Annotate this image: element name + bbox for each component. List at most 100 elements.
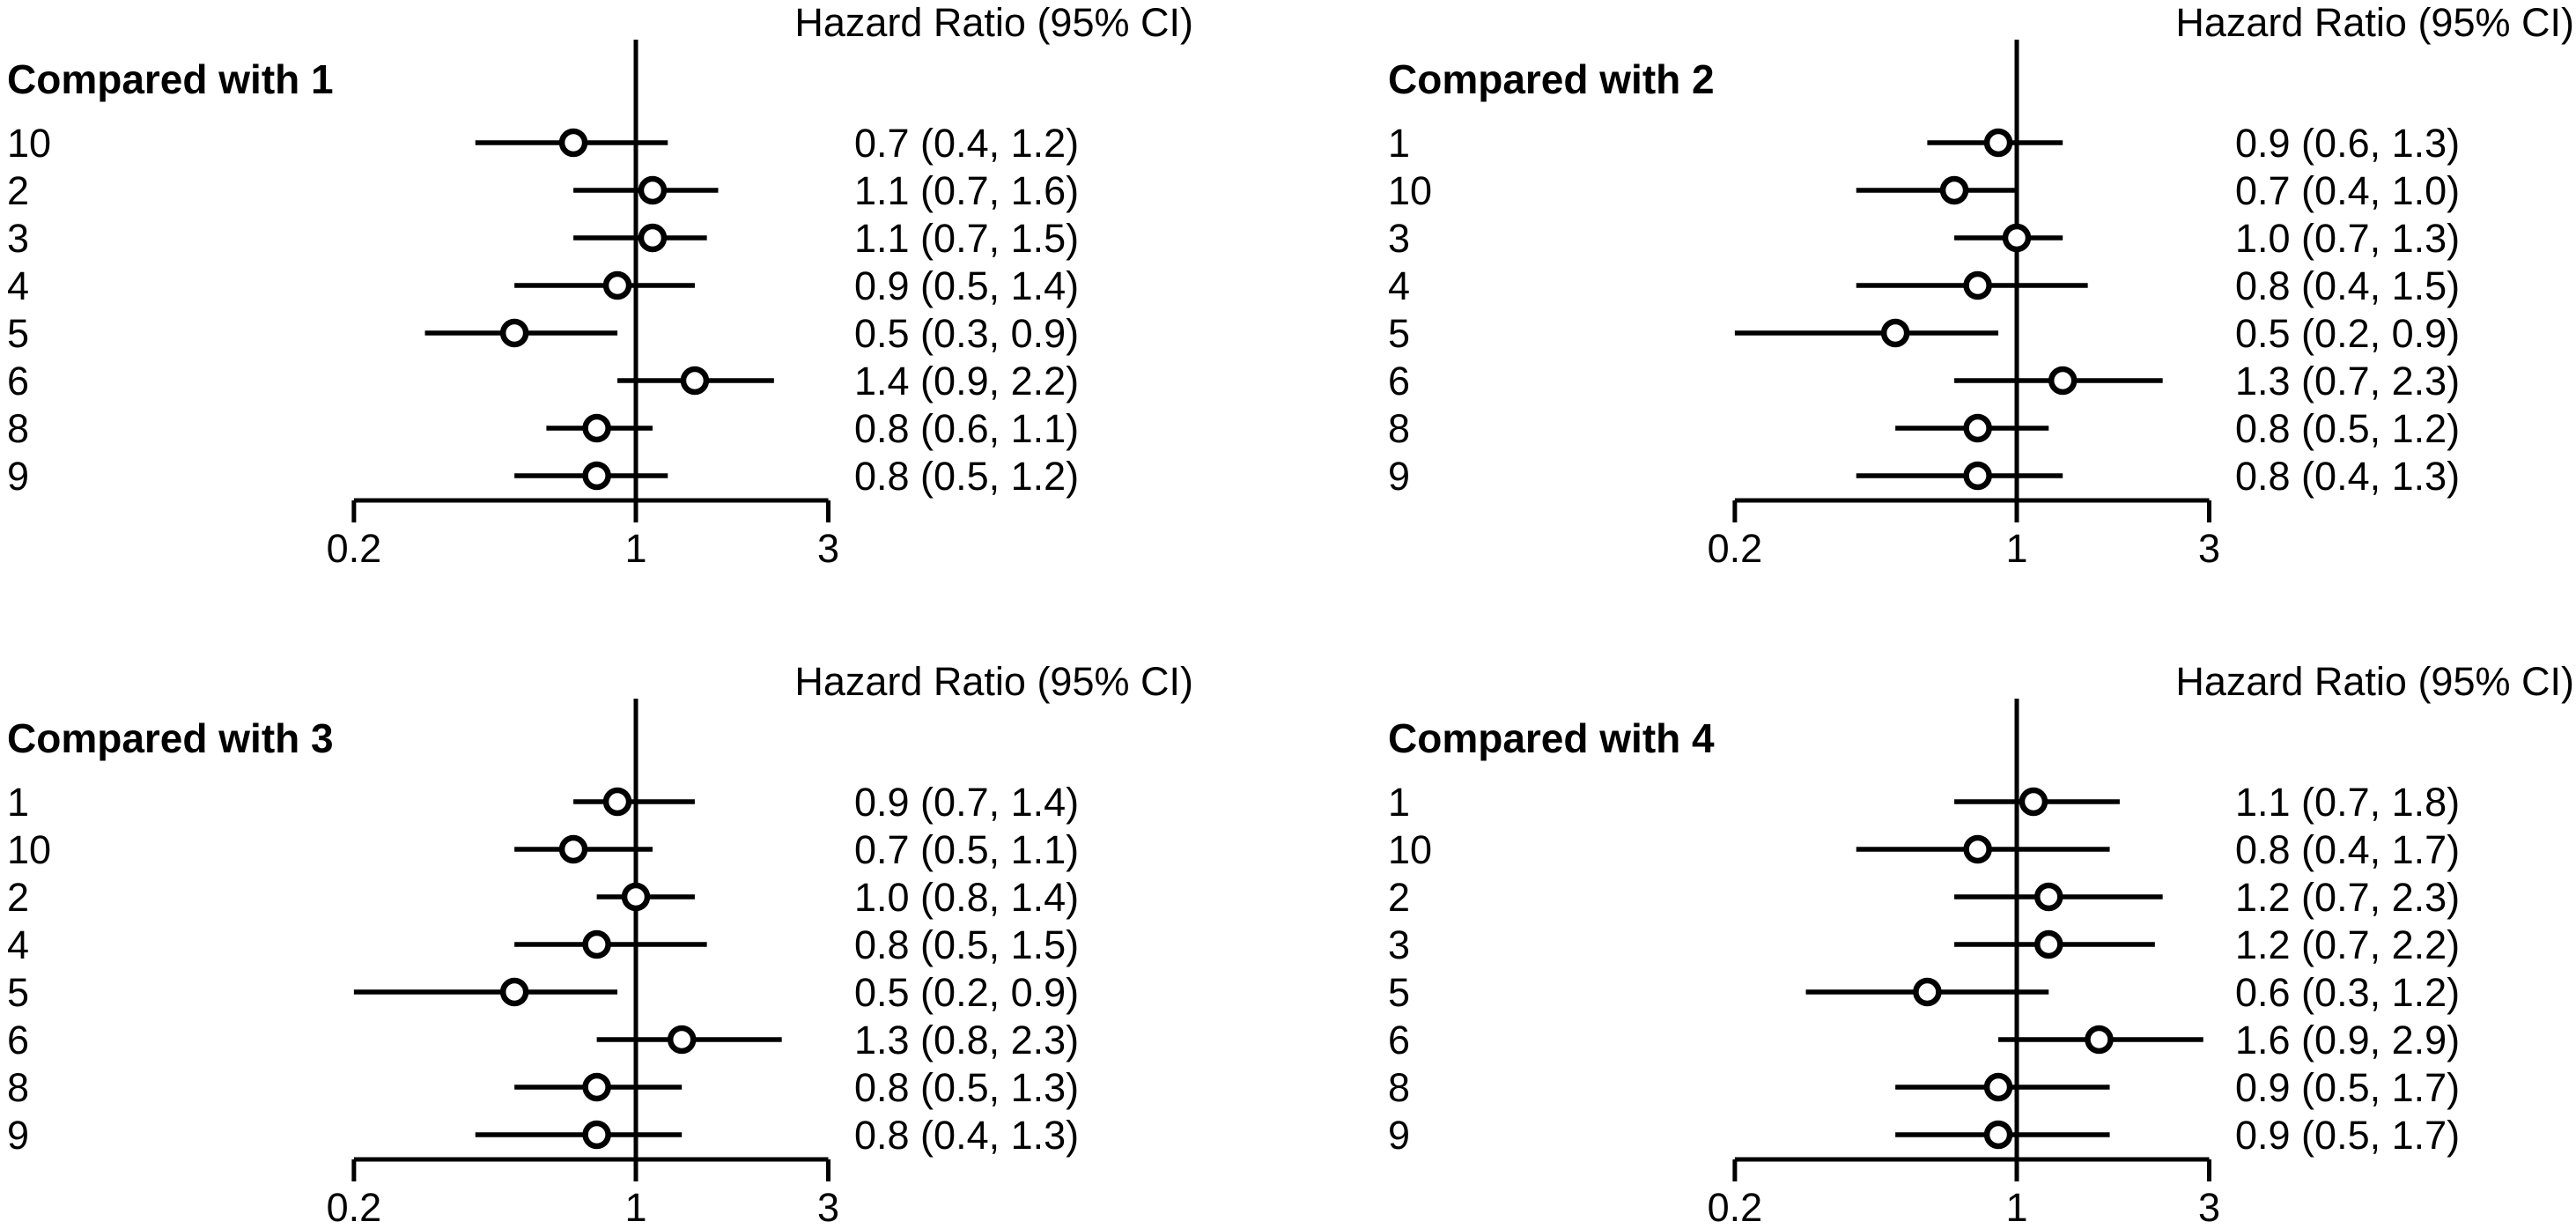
hr-value-text: 1.6 (0.9, 2.9) <box>2235 1018 2460 1062</box>
hr-marker <box>558 128 588 158</box>
x-axis-tick-label: 3 <box>2198 1185 2220 1229</box>
hr-value-text: 0.8 (0.6, 1.1) <box>854 406 1079 451</box>
hr-value-text: 0.5 (0.2, 0.9) <box>2235 311 2460 356</box>
row-label: 6 <box>1388 359 1410 403</box>
value-column-header: Hazard Ratio (95% CI) <box>794 659 1193 704</box>
value-column-header: Hazard Ratio (95% CI) <box>2175 0 2574 45</box>
forest-panel-bottom-right: Hazard Ratio (95% CI) Compared with 4 1 1.1… <box>1388 659 2574 1229</box>
forest-panel-top-right: Hazard Ratio (95% CI) Compared with 2 1 0.9… <box>1388 0 2574 571</box>
x-axis-tick-label: 1 <box>2005 1185 2027 1229</box>
hr-marker <box>638 175 668 205</box>
x-axis-tick-label: 1 <box>624 526 646 571</box>
hr-marker <box>582 413 611 443</box>
row-label: 9 <box>1388 454 1410 499</box>
hr-value-text: 1.3 (0.8, 2.3) <box>854 1018 1079 1062</box>
hr-value-text: 0.9 (0.7, 1.4) <box>854 780 1079 825</box>
hr-value-text: 0.9 (0.5, 1.7) <box>2235 1065 2460 1110</box>
hr-marker <box>621 882 651 912</box>
hr-marker <box>2019 787 2048 817</box>
row-label: 6 <box>7 359 29 403</box>
hr-marker <box>1963 834 1992 864</box>
hr-marker <box>680 366 710 396</box>
hr-value-text: 0.6 (0.3, 1.2) <box>2235 970 2460 1015</box>
row-label: 9 <box>1388 1113 1410 1158</box>
hr-marker <box>558 834 588 864</box>
panel-title: Compared with 2 <box>1388 56 1715 102</box>
hr-marker <box>1983 128 2013 158</box>
x-axis-tick-label: 3 <box>817 526 839 571</box>
hr-value-text: 1.2 (0.7, 2.2) <box>2235 922 2460 967</box>
row-label: 5 <box>1388 970 1410 1015</box>
row-label: 5 <box>1388 311 1410 356</box>
x-axis-tick-label: 0.2 <box>327 1185 382 1229</box>
hr-marker <box>1963 413 1992 443</box>
hr-marker <box>638 223 668 253</box>
hr-value-text: 1.1 (0.7, 1.6) <box>854 168 1079 213</box>
row-label: 2 <box>7 875 29 920</box>
row-label: 6 <box>7 1018 29 1062</box>
panel-title: Compared with 4 <box>1388 715 1715 761</box>
row-label: 1 <box>1388 121 1410 166</box>
hr-marker <box>602 787 632 817</box>
value-column-header: Hazard Ratio (95% CI) <box>794 0 1193 45</box>
hr-value-text: 0.8 (0.4, 1.5) <box>2235 263 2460 308</box>
hr-value-text: 0.5 (0.3, 0.9) <box>854 311 1079 356</box>
row-label: 2 <box>1388 875 1410 920</box>
x-axis-tick-label: 0.2 <box>1708 1185 1763 1229</box>
hr-value-text: 0.9 (0.5, 1.7) <box>2235 1113 2460 1158</box>
hr-marker <box>582 1072 611 1102</box>
hr-value-text: 0.5 (0.2, 0.9) <box>854 970 1079 1015</box>
row-label: 4 <box>7 263 29 308</box>
hr-value-text: 0.8 (0.5, 1.5) <box>854 922 1079 967</box>
hr-marker <box>2034 882 2063 912</box>
hr-marker <box>582 1120 611 1150</box>
hr-marker <box>582 929 611 959</box>
hr-marker <box>1963 270 1992 300</box>
hr-value-text: 0.7 (0.4, 1.2) <box>854 121 1079 166</box>
row-label: 4 <box>1388 263 1410 308</box>
row-label: 5 <box>7 311 29 356</box>
row-label: 3 <box>1388 216 1410 261</box>
hr-marker <box>582 461 611 491</box>
row-label: 10 <box>7 827 51 872</box>
x-axis-tick-label: 3 <box>2198 526 2220 571</box>
hr-marker <box>1880 318 1910 348</box>
value-column-header: Hazard Ratio (95% CI) <box>2175 659 2574 704</box>
hr-marker <box>1983 1120 2013 1150</box>
hr-value-text: 0.8 (0.5, 1.2) <box>2235 406 2460 451</box>
row-label: 8 <box>1388 1065 1410 1110</box>
row-label: 10 <box>1388 168 1432 213</box>
panel-title: Compared with 3 <box>7 715 334 761</box>
x-axis-tick-label: 0.2 <box>327 526 382 571</box>
hr-value-text: 1.1 (0.7, 1.8) <box>2235 780 2460 825</box>
hr-marker <box>667 1025 697 1055</box>
hr-value-text: 0.9 (0.5, 1.4) <box>854 263 1079 308</box>
row-label: 3 <box>1388 922 1410 967</box>
row-label: 1 <box>7 780 29 825</box>
row-label: 3 <box>7 216 29 261</box>
panel-title: Compared with 1 <box>7 56 334 102</box>
row-label: 9 <box>7 1113 29 1158</box>
forest-panel-bottom-left: Hazard Ratio (95% CI) Compared with 3 1 0.9… <box>7 659 1193 1229</box>
hr-marker <box>1983 1072 2013 1102</box>
hr-value-text: 0.8 (0.4, 1.7) <box>2235 827 2460 872</box>
hr-value-text: 1.3 (0.7, 2.3) <box>2235 359 2460 403</box>
hr-marker <box>2048 366 2078 396</box>
hr-value-text: 1.4 (0.9, 2.2) <box>854 359 1079 403</box>
row-label: 6 <box>1388 1018 1410 1062</box>
row-label: 2 <box>7 168 29 213</box>
row-label: 8 <box>7 406 29 451</box>
row-label: 10 <box>1388 827 1432 872</box>
hr-value-text: 1.0 (0.7, 1.3) <box>2235 216 2460 261</box>
hr-value-text: 0.8 (0.4, 1.3) <box>854 1113 1079 1158</box>
hr-value-text: 0.9 (0.6, 1.3) <box>2235 121 2460 166</box>
row-label: 9 <box>7 454 29 499</box>
hr-value-text: 1.2 (0.7, 2.3) <box>2235 875 2460 920</box>
hr-value-text: 0.8 (0.5, 1.2) <box>854 454 1079 499</box>
hr-marker <box>2002 223 2032 253</box>
row-label: 4 <box>7 922 29 967</box>
hr-marker <box>499 977 529 1007</box>
forest-panel-top-left: Hazard Ratio (95% CI) Compared with 1 10 0.… <box>7 0 1193 571</box>
